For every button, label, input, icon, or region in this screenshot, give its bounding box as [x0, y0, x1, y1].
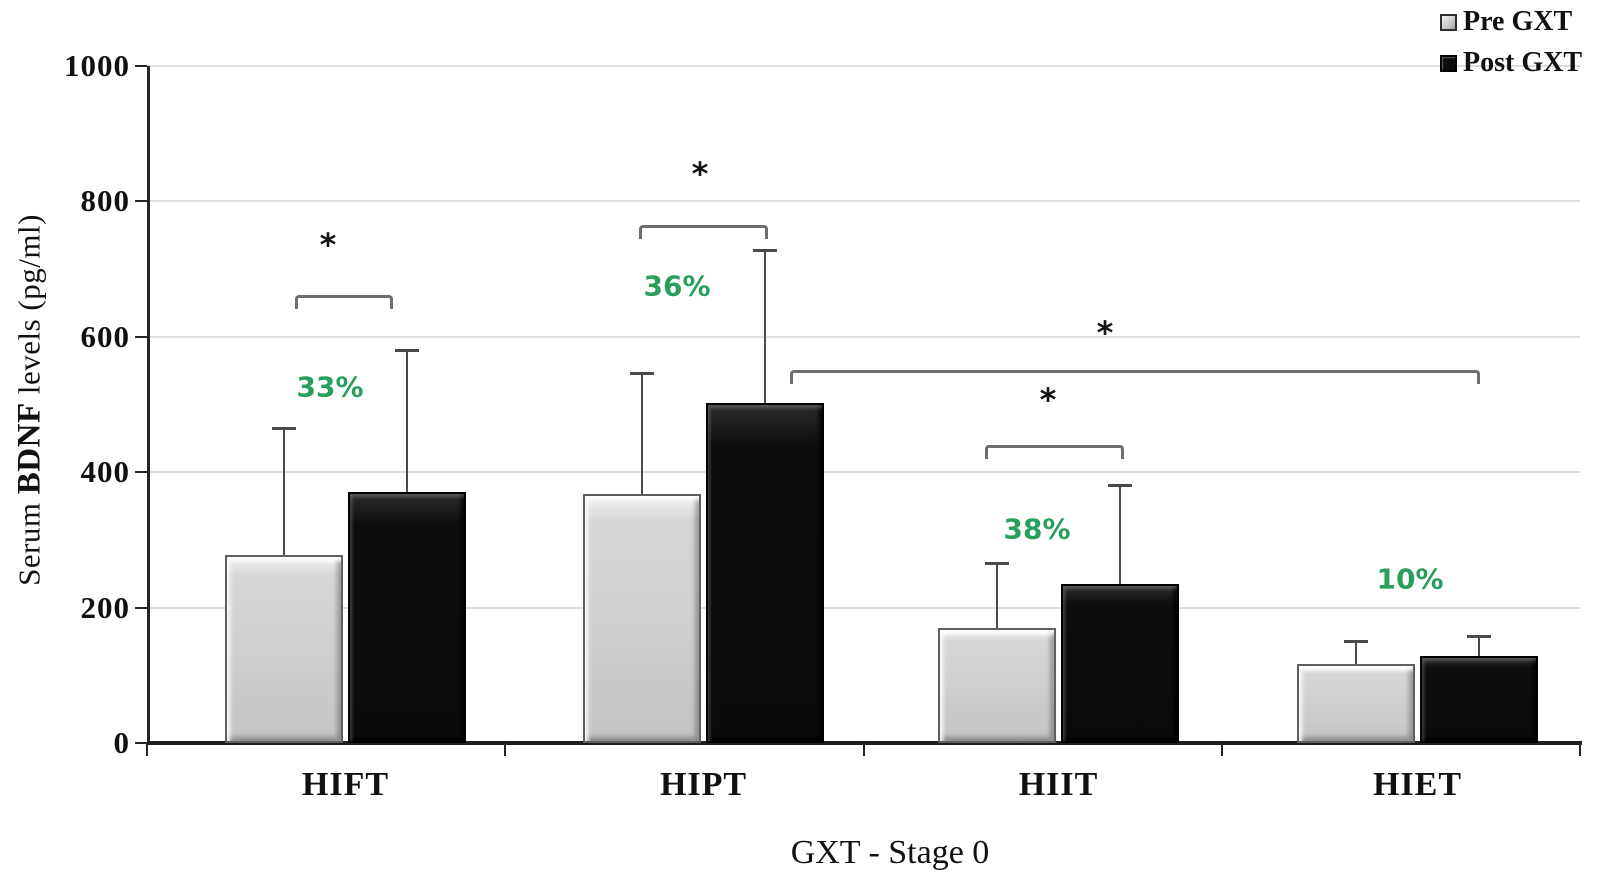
y-gridline	[147, 471, 1580, 474]
y-tick-label: 200	[80, 589, 130, 625]
legend-label: Pre GXT	[1463, 6, 1573, 37]
error-bar-cap-HIET	[1344, 640, 1368, 644]
y-axis-tick	[135, 742, 147, 744]
y-axis-title-part: levels (pg/ml)	[11, 214, 47, 403]
error-bar-HIFT	[283, 426, 285, 555]
y-axis	[147, 66, 150, 743]
bar-post-HIPT	[706, 403, 824, 743]
percent-label: 10%	[1376, 562, 1444, 596]
y-axis-tick	[135, 471, 147, 474]
percent-label: 33%	[296, 370, 364, 404]
error-bar-cap-HIFT	[395, 348, 419, 352]
category-label-HIPT: HIPT	[659, 766, 748, 803]
error-bar-cap-HIIT	[985, 562, 1009, 566]
bar-pre-HIPT	[583, 493, 701, 743]
sig-bracket	[639, 225, 768, 240]
y-axis-tick	[135, 335, 147, 338]
x-axis-title: GXT - Stage 0	[790, 834, 990, 871]
error-bar-cap-HIIT	[1108, 484, 1132, 488]
category-label-HIET: HIET	[1372, 766, 1463, 803]
bar-post-HIET	[1420, 655, 1538, 743]
error-bar-HIPT	[764, 248, 766, 404]
y-gridline	[147, 65, 1580, 67]
sig-bracket	[985, 445, 1124, 460]
y-axis-tick	[135, 200, 147, 203]
error-bar-HIIT	[1119, 484, 1121, 584]
y-tick-label: 1000	[64, 48, 130, 83]
bar-post-HIFT	[348, 491, 466, 743]
category-boundary-tick	[1220, 743, 1223, 756]
category-boundary-tick	[146, 743, 148, 756]
error-bar-HIPT	[641, 372, 643, 494]
error-bar-HIET	[1355, 640, 1357, 664]
sig-asterisk: *	[319, 225, 337, 264]
y-axis-tick	[135, 65, 147, 67]
y-axis-title: Serum BDNF levels (pg/ml)	[12, 214, 49, 586]
error-bar-cap-HIPT	[630, 372, 654, 375]
legend-label: Post GXT	[1463, 47, 1582, 78]
y-tick-label: 800	[80, 183, 130, 219]
sig-asterisk: *	[1096, 313, 1114, 352]
y-axis-tick	[135, 606, 147, 609]
error-bar-HIFT	[406, 348, 408, 492]
category-boundary-tick	[1579, 743, 1581, 756]
percent-label: 38%	[1003, 512, 1071, 546]
sig-asterisk: *	[691, 154, 709, 193]
legend-item-post: Post GXT	[1440, 47, 1582, 79]
percent-label: 36%	[643, 269, 711, 303]
post-gxt-swatch-icon	[1440, 54, 1457, 72]
y-gridline	[147, 606, 1580, 609]
legend-item-pre: Pre GXT	[1440, 6, 1582, 38]
y-tick-label: 600	[80, 318, 130, 354]
y-tick-label: 400	[80, 454, 130, 490]
bar-post-HIIT	[1061, 583, 1179, 743]
category-label-HIIT: HIIT	[1018, 766, 1099, 803]
y-gridline	[147, 335, 1580, 338]
error-bar-cap-HIPT	[753, 248, 777, 252]
legend: Pre GXT Post GXT	[1440, 6, 1582, 88]
error-bar-HIET	[1478, 634, 1480, 656]
bar-pre-HIFT	[225, 554, 343, 743]
bar-pre-HIET	[1297, 663, 1415, 743]
pre-gxt-swatch-icon	[1440, 13, 1457, 31]
category-label-HIFT: HIFT	[301, 766, 390, 803]
error-bar-HIIT	[996, 562, 998, 628]
error-bar-cap-HIET	[1467, 634, 1491, 638]
y-tick-label: 0	[113, 725, 130, 760]
y-gridline	[147, 200, 1580, 203]
sig-bracket	[790, 369, 1480, 384]
sig-asterisk: *	[1039, 380, 1057, 419]
error-bar-cap-HIFT	[272, 426, 296, 430]
bar-pre-HIIT	[938, 627, 1056, 743]
sig-bracket	[295, 294, 393, 309]
category-boundary-tick	[504, 743, 507, 756]
category-boundary-tick	[862, 743, 865, 756]
y-axis-title-part: Serum	[11, 494, 47, 586]
x-axis	[147, 741, 1582, 745]
